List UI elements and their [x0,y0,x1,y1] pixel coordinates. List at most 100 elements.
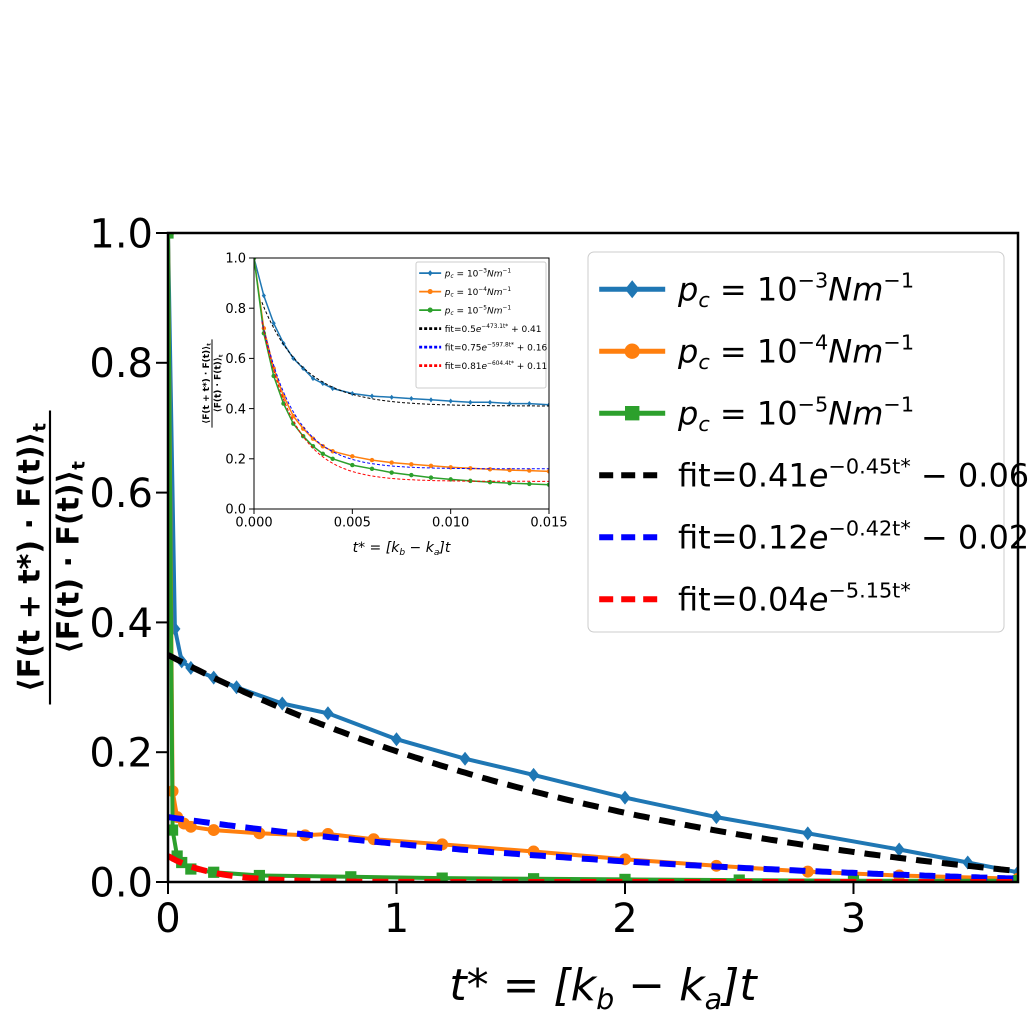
inset-ytick-label: 0.6 [225,352,246,367]
main-ytick-label: 0.8 [89,341,153,387]
main-series-1-point [322,706,334,721]
inset-series-2-point [330,449,335,454]
main-series-3-point [436,872,448,882]
inset-series-1-point [291,355,296,361]
main-ytick-label: 0.6 [89,471,153,517]
inset-xtick-label: 0.010 [432,515,469,530]
main-series-1-point [390,732,403,747]
main-legend-item-2: pc = 10−4Nm−1 [599,330,914,374]
inset-series-1-point [320,380,325,387]
inset-legend-item-6: fit=0.81e−604.4t* + 0.11 [419,361,547,372]
inset-series-1-point [428,397,434,403]
inset-legend-label: pc = 10−3Nm−1 [444,269,512,281]
main-panel: 0 1 2 3 0.0 0.2 0.4 0.6 0.8 1.0 t* = [kb − ka]t ⟨F(… [13,211,1030,1015]
inset-legend-item-1: pc = 10−3Nm−1 [419,269,512,281]
inset-y-label-numerator: ⟨F(t + t*) · F(t)⟩t [202,343,213,424]
inset-legend-item-3: pc = 10−5Nm−1 [419,306,511,317]
main-legend-item-1: pc = 10−3Nm−1 [599,268,914,312]
inset-series-2-point [310,436,316,441]
inset-series-1-point [261,293,266,299]
main-legend: pc = 10−3Nm−1 pc = 10−4Nm−1 pc = 10−5Nm−1 f… [587,251,1029,633]
main-legend-label: pc = 10−3Nm−1 [677,268,914,312]
main-xtick-label: 0 [155,896,180,942]
inset-legend-label: pc = 10−4Nm−1 [444,287,512,299]
main-x-axis-label: t* = [kb − ka]t [449,960,758,1016]
inset-legend-item-4: fit=0.5e−473.1t* + 0.41 [419,324,542,335]
inset-series-2-point [546,469,549,474]
inset-series-3-point [330,456,335,462]
main-series-2-point [184,820,197,833]
inset-fit-4-line [261,302,549,407]
main-ytick-label: 1.0 [89,211,153,257]
main-series-3-point [733,874,745,882]
main-xtick-label: 1 [384,896,409,942]
inset-series-1-point [310,375,316,382]
inset-series-2-point [428,463,434,469]
main-plot-area [168,233,1018,882]
main-series-2-point [207,824,220,837]
inset-legend-item-2: pc = 10−4Nm−1 [419,287,511,299]
main-series-1-point [710,810,722,825]
inset-series-3-point [428,475,434,480]
main-legend-marker [625,406,640,421]
inset-legend-box [415,261,547,389]
inset-legend-label: fit=0.81e−604.4t* + 0.11 [445,361,547,372]
main-legend-item-4: fit=0.41e−0.45t* − 0.06 [599,454,1029,495]
inset-ytick-label: 0.2 [225,452,246,467]
main-legend-item-6: fit=0.04e−5.15t* [599,578,911,619]
main-series-3-point [168,824,179,836]
inset-legend-marker [427,307,433,313]
main-series-3-point [1012,875,1018,882]
main-y-label-numerator: ⟨F(t + t*) · F(t)⟩t [13,423,51,692]
main-legend-label: fit=0.04e−5.15t* [678,578,911,618]
main-ytick-label: 0.4 [89,601,153,647]
inset-series-3-point [271,373,276,379]
inset-ytick-label: 0.8 [225,302,246,317]
main-series-1-point [276,696,288,711]
inset-series-2-point [468,466,473,471]
main-series-3-point [345,871,357,882]
main-legend-marker [624,343,640,359]
main-series-1-point [802,826,814,841]
inset-ytick-label: 0.4 [225,402,246,417]
main-series-3-point [168,233,174,239]
inset-series-1-point [487,399,493,405]
inset-series-1-point [389,394,394,400]
inset-legend-item-5: fit=0.75e−597.8t* + 0.16 [419,343,547,353]
main-series-3-point [208,866,220,878]
inset-panel: 0.000 0.005 0.010 0.015 0.0 0.2 0.4 0.6 0.8 1.0 t*… [202,246,568,567]
inset-series-3-point [409,472,414,478]
inset-series-1-point [468,399,473,405]
main-legend-marker [625,280,640,299]
inset-series-2-point [291,413,296,419]
inset-series-3-point [507,480,512,486]
main-series-3-point [847,875,860,882]
main-fit-4-line [168,652,1018,874]
main-legend-box [587,251,1005,633]
main-legend-item-3: pc = 10−5Nm−1 [599,392,914,436]
main-legend-label: fit=0.12e−0.42t* − 0.02 [678,516,1029,556]
inset-series-3-point [468,478,473,484]
main-series-1 [168,233,1018,880]
inset-series-1-point [271,320,276,326]
inset-axes-frame [253,257,550,510]
inset-series-2-point [389,460,394,465]
main-series-1-point [619,790,631,805]
inset-series-3-point [350,462,355,468]
main-series-1-point [893,842,905,857]
inset-series-1-point [507,400,512,407]
inset-series-2-point [527,468,532,473]
inset-series-3-point [527,481,532,487]
inset-series-3-point [389,470,394,475]
inset-series-3-point [281,401,286,406]
main-y-axis-label: ⟨F(t + t*) · F(t)⟩t⟨F(t) · F(t)⟩t [13,410,90,705]
main-series-1-point [527,767,540,782]
inset-series-2-point [350,454,355,459]
inset-series-1-point [409,395,414,402]
inset-xtick-label: 0.000 [235,515,272,530]
inset-series-2-point [487,467,493,472]
main-series-3-point [253,869,265,882]
inset-legend-marker [427,270,433,277]
main-legend-label: pc = 10−5Nm−1 [677,392,914,436]
